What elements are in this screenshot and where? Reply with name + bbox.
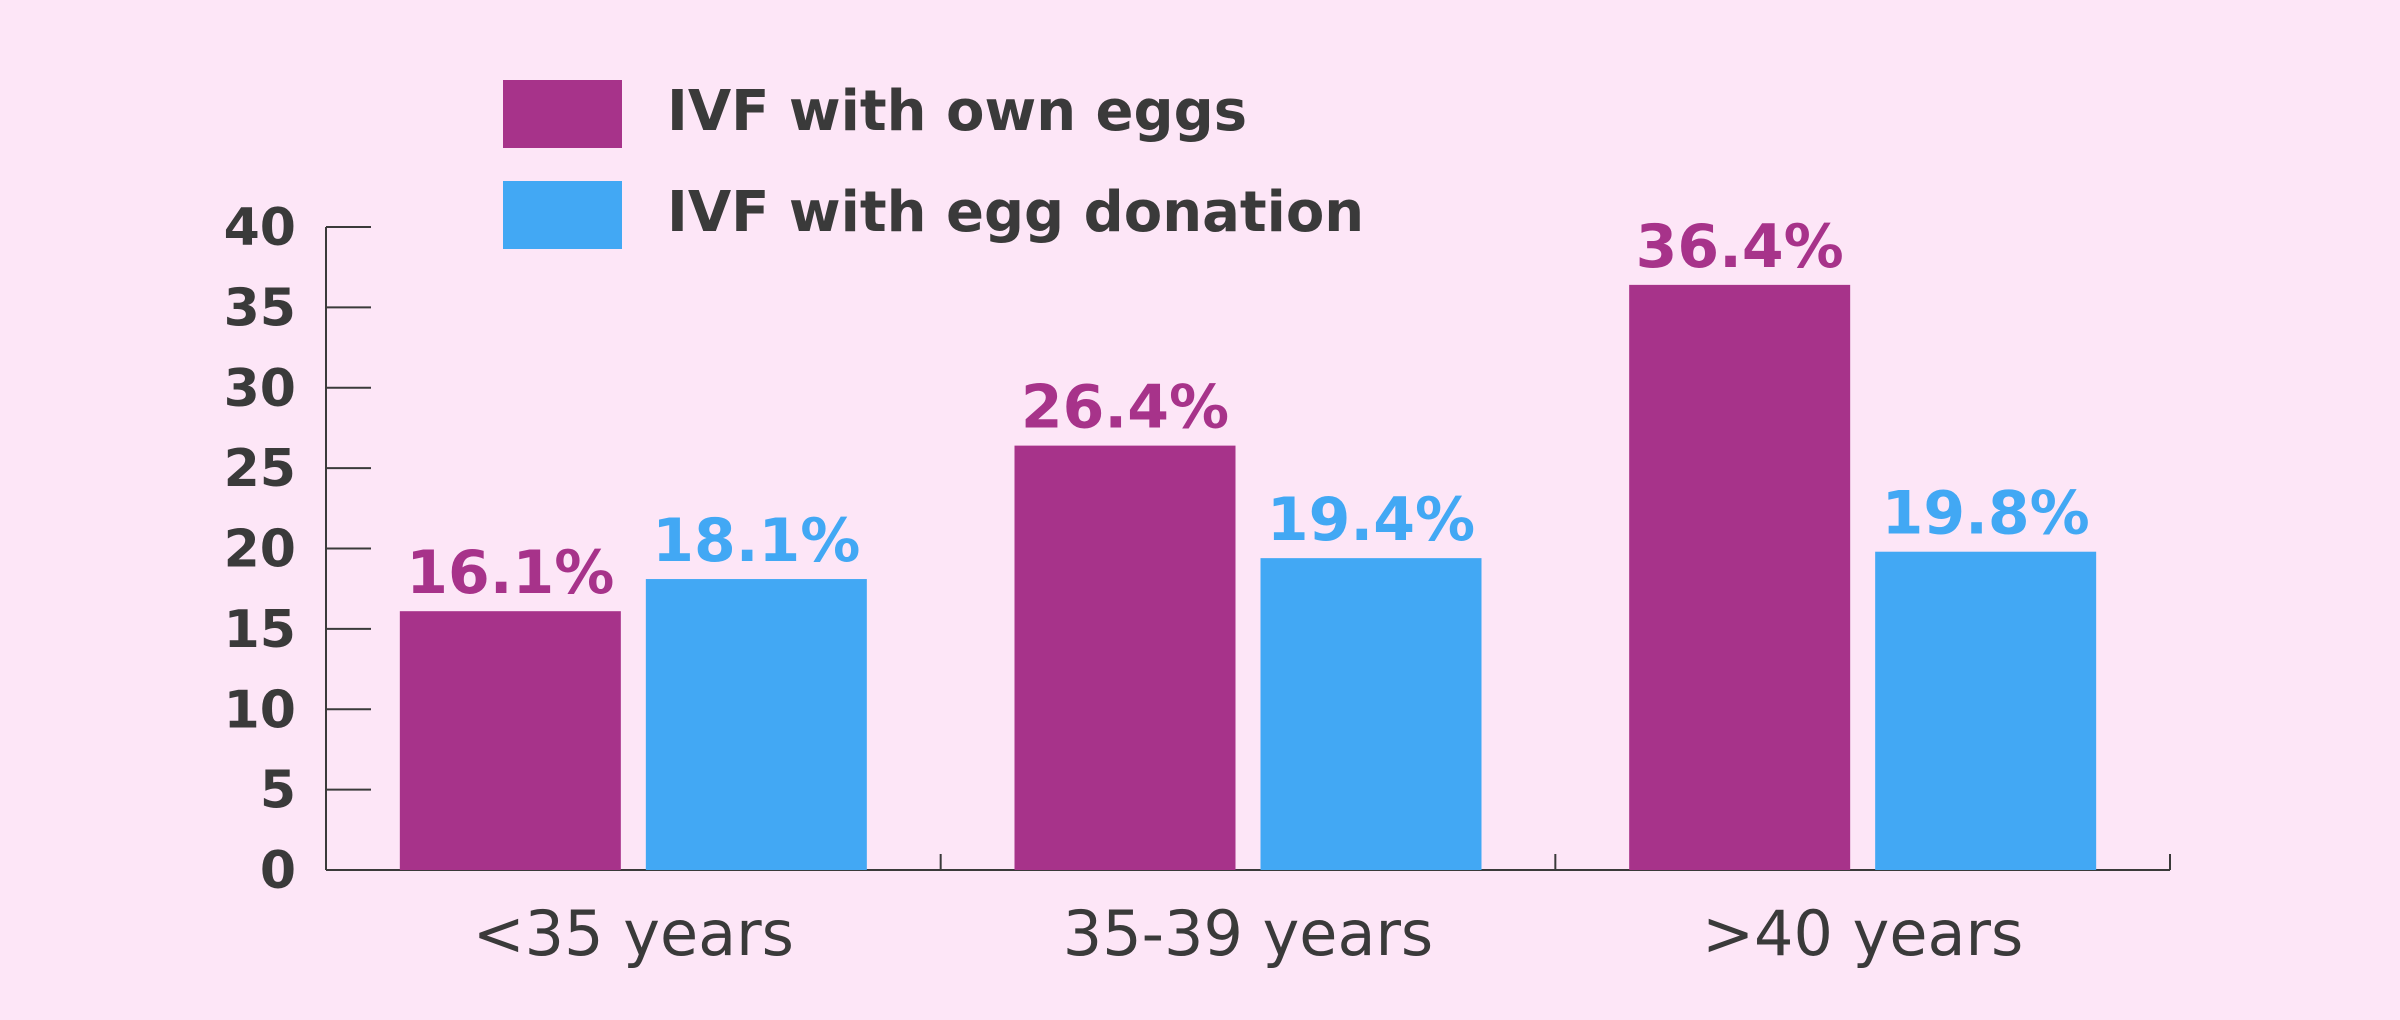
y-tick-label: 40 [224, 198, 296, 258]
x-axis: <35 years 35-39 years >40 years [326, 854, 2171, 970]
legend-label-own-eggs: IVF with own eggs [667, 79, 1247, 144]
data-label-own-eggs: 36.4% [1636, 212, 1844, 282]
y-tick-label: 30 [224, 359, 296, 419]
legend-swatch-egg-donation [503, 181, 622, 249]
x-category-label: 35-39 years [1063, 897, 1434, 970]
y-tick-label: 15 [224, 600, 296, 660]
data-label-egg-donation: 18.1% [652, 506, 860, 576]
y-tick-label: 10 [224, 680, 296, 740]
legend: IVF with own eggs IVF with egg donation [503, 79, 1364, 249]
y-tick-label: 25 [224, 439, 296, 499]
bar-egg-donation [1260, 558, 1482, 870]
bar-own-eggs [399, 611, 621, 870]
bar-egg-donation [1875, 551, 2097, 870]
data-label-egg-donation: 19.4% [1267, 485, 1475, 555]
bar-own-eggs [1014, 445, 1236, 870]
legend-label-egg-donation: IVF with egg donation [667, 180, 1364, 245]
data-label-own-eggs: 26.4% [1021, 373, 1229, 443]
data-labels: 16.1% 26.4% 36.4% 18.1% 19.4% 19.8% [406, 212, 2089, 608]
y-axis: 0 5 10 15 20 25 30 35 40 [224, 198, 371, 901]
y-tick-label: 20 [224, 520, 296, 580]
y-tick-label: 0 [260, 841, 296, 901]
y-tick-label: 5 [260, 761, 296, 821]
x-category-label: <35 years [473, 897, 794, 970]
legend-swatch-own-eggs [503, 80, 622, 148]
data-label-egg-donation: 19.8% [1882, 479, 2090, 549]
data-label-own-eggs: 16.1% [406, 538, 614, 608]
y-tick-label: 35 [224, 278, 296, 338]
bar-egg-donation [645, 579, 867, 870]
x-category-label: >40 years [1702, 897, 2023, 970]
bar-own-eggs [1629, 284, 1851, 870]
bars [399, 284, 2097, 870]
